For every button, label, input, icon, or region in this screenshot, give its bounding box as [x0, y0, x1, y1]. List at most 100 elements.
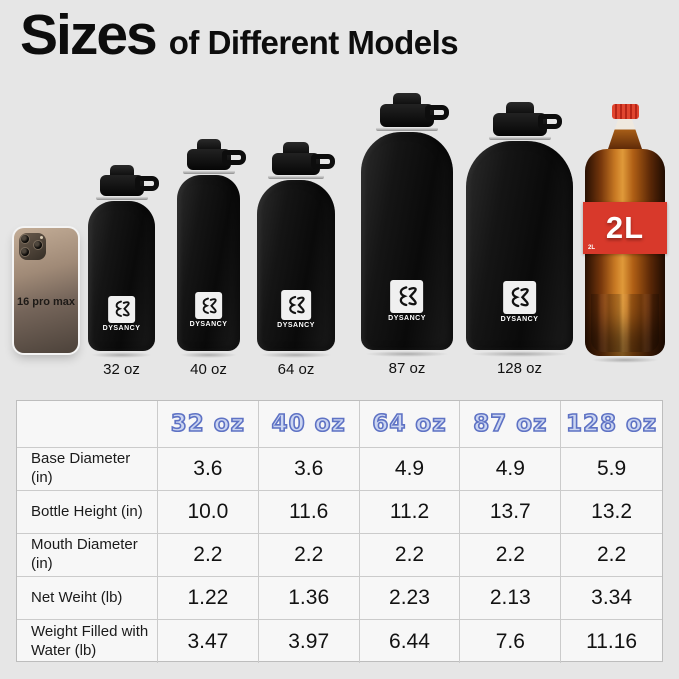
bottle-body: DYSANCY [88, 201, 155, 351]
table-cell-text: 2.2 [495, 543, 525, 566]
brand-text: DYSANCY [388, 314, 426, 322]
table-cell-text: 11.2 [389, 500, 430, 523]
table-cell-text: 4.9 [495, 457, 525, 480]
row-label-text: Mouth Diameter (in) [31, 536, 138, 572]
table-cell-text: 2.2 [394, 543, 425, 566]
bottle-40oz: DYSANCY 40 oz [177, 139, 246, 378]
page-title-rest: of Different Models [168, 24, 459, 61]
page-title: Sizes of Different Models [20, 2, 459, 68]
brand-text: DYSANCY [277, 321, 315, 329]
bottle-spout [283, 142, 309, 155]
col-header-64-oz-text: 64 oz [372, 410, 447, 438]
cola-body: 2L 2L [583, 149, 667, 356]
bottle-size-label: 32 oz [103, 361, 140, 378]
table-cell-text: 4.9 [394, 457, 425, 480]
bottle-body: DYSANCY [257, 180, 335, 351]
dysancy-logo-icon [390, 279, 424, 313]
bottle-spout [109, 165, 134, 177]
table-cell-text: 11.16 [586, 629, 638, 653]
bottle-cap-handle-icon [221, 150, 246, 165]
table-cell-text: 6.44 [389, 629, 430, 653]
brand-text: DYSANCY [189, 321, 228, 329]
cola-volume-text-small: 2L [588, 245, 596, 251]
phone-label: 16 pro max [16, 295, 76, 308]
table-cell-text: 3.6 [193, 457, 223, 480]
table-cell: 2.2 [359, 534, 461, 577]
bottle-neck-ring [182, 170, 235, 174]
camera-flash-icon [40, 236, 43, 239]
table-cell: 1.22 [158, 577, 259, 620]
table-cell-text: 10.0 [187, 500, 229, 523]
bottle-cap [99, 175, 159, 196]
table-cell-text: 13.2 [591, 500, 633, 523]
phone-16-pro-max: 16 pro max [14, 228, 78, 353]
dysancy-logo: DYSANCY [500, 280, 539, 323]
table-cell: 1.36 [258, 577, 360, 620]
table-cell: 3.6 [158, 448, 259, 491]
dysancy-logo: DYSANCY [190, 292, 228, 328]
bottle-body: DYSANCY [466, 141, 573, 350]
camera-lens-icon [20, 234, 30, 244]
table-cell: 3.6 [258, 448, 360, 491]
table-cell-text: 1.36 [288, 586, 330, 609]
bottle-shadow [364, 351, 450, 357]
table-cell: 3.47 [158, 620, 259, 663]
table-cell: 3.34 [561, 577, 662, 620]
bottle-shadow [179, 352, 238, 358]
bottle-neck-ring [95, 196, 148, 200]
camera-lens-icon [20, 247, 30, 257]
bottle-cap [272, 153, 335, 175]
table-cell-text: 2.2 [596, 543, 627, 566]
spec-table: 32 oz 40 oz 64 oz 87 oz 128 oz Base Diameter … [16, 400, 663, 663]
table-cell-text: 5.9 [596, 457, 627, 480]
table-cell-text: 3.34 [591, 586, 633, 609]
bottle-body: DYSANCY [361, 132, 453, 350]
table-cell: 11.6 [258, 491, 360, 534]
brand-text: DYSANCY [102, 324, 141, 332]
table-cell-text: 13.7 [489, 500, 531, 523]
dysancy-logo-icon [107, 295, 135, 323]
cola-cap [611, 104, 639, 119]
table-cell-text: 2.2 [294, 543, 324, 566]
bottle-neck-ring [268, 175, 324, 179]
bottle-shadow [90, 352, 153, 358]
table-cell-text: 1.22 [187, 586, 229, 609]
bottle-cap-handle-icon [425, 105, 449, 120]
bottle-size-label: 40 oz [190, 361, 227, 378]
bottle-87oz: DYSANCY 87 oz [361, 93, 453, 377]
table-cell: 10.0 [158, 491, 259, 534]
bottle-spout [393, 93, 421, 106]
bottle-shadow [470, 351, 569, 357]
row-label-text: Bottle Height (in) [31, 502, 143, 520]
bottle-64oz: DYSANCY 64 oz [257, 142, 335, 378]
col-header-128-oz-text: 128 oz [565, 410, 658, 438]
bottle-neck-ring [488, 136, 551, 140]
col-header-128-oz: 128 oz [561, 401, 662, 448]
cola-volume-text: 2L [605, 210, 645, 245]
row-label: Base Diameter (in) [17, 448, 158, 491]
dysancy-logo: DYSANCY [102, 295, 141, 332]
table-cell: 11.2 [359, 491, 461, 534]
row-label: Mouth Diameter (in) [17, 534, 158, 577]
col-header-87-oz: 87 oz [460, 401, 562, 448]
bottle-cap [186, 149, 246, 170]
col-header-40-oz-text: 40 oz [271, 410, 346, 438]
col-header-32-oz-text: 32 oz [170, 410, 245, 438]
table-cell: 4.9 [460, 448, 562, 491]
row-label: Net Weiht (lb) [17, 577, 158, 620]
row-label-text: Net Weiht (lb) [31, 588, 123, 606]
dysancy-logo-icon [194, 292, 222, 320]
table-cell-text: 3.97 [288, 629, 330, 653]
table-cell-text: 7.6 [495, 629, 525, 653]
brand-text: DYSANCY [500, 315, 539, 323]
cola-neck [608, 119, 642, 149]
table-cell-text: 3.47 [187, 629, 229, 653]
bottle-spout [196, 139, 221, 151]
table-cell: 2.2 [460, 534, 562, 577]
table-cell: 6.44 [360, 620, 461, 663]
table-cell: 3.97 [259, 620, 360, 663]
table-cell: 4.9 [359, 448, 461, 491]
cola-shadow [590, 357, 660, 363]
row-label: Bottle Height (in) [17, 491, 158, 534]
